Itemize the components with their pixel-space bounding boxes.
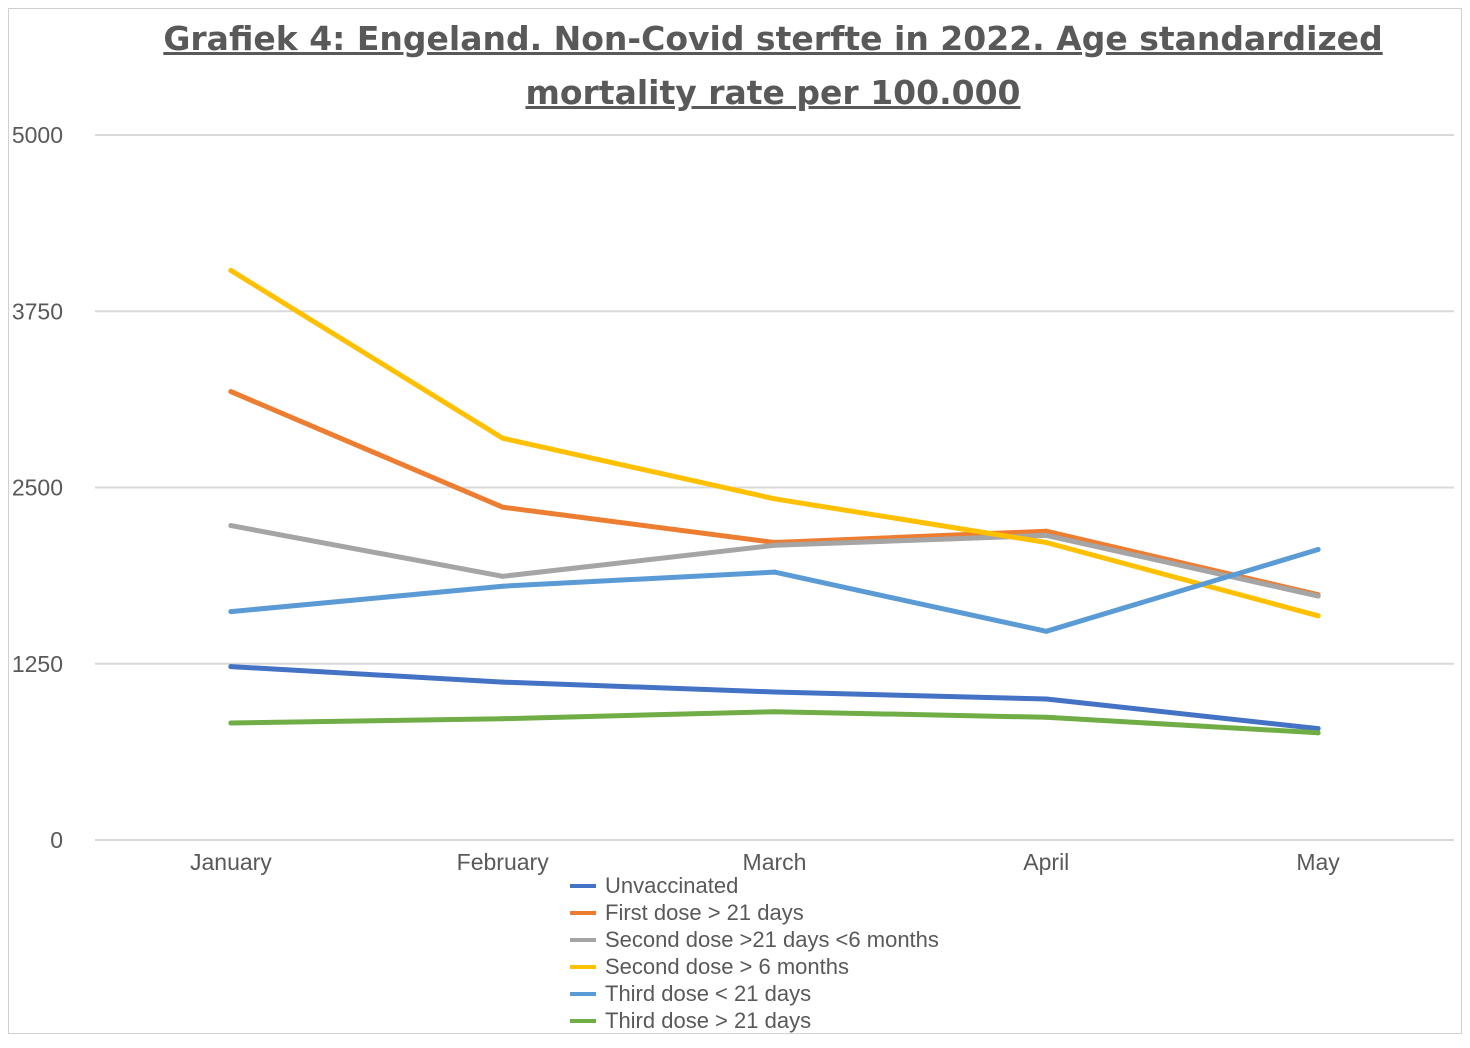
y-tick-label: 3750 bbox=[12, 298, 63, 324]
legend-item: First dose > 21 days bbox=[570, 899, 939, 926]
legend-item: Third dose < 21 days bbox=[570, 980, 939, 1007]
chart-title: Grafiek 4: Engeland. Non-Covid sterfte i… bbox=[163, 19, 1383, 112]
data-point bbox=[228, 389, 234, 395]
data-point bbox=[1043, 696, 1049, 702]
legend-label: Third dose > 21 days bbox=[605, 1007, 812, 1033]
x-tick-label: February bbox=[457, 849, 550, 875]
legend-item: Unvaccinated bbox=[570, 872, 939, 899]
data-point bbox=[1043, 528, 1049, 534]
data-point bbox=[1315, 547, 1321, 553]
data-point bbox=[772, 569, 777, 575]
data-point bbox=[1315, 730, 1321, 736]
data-point bbox=[500, 573, 506, 579]
data-point bbox=[1315, 613, 1321, 619]
data-point bbox=[1043, 539, 1049, 545]
series-line-4 bbox=[228, 267, 1321, 619]
x-tick-label: April bbox=[1023, 849, 1069, 875]
legend-item: Second dose > 6 months bbox=[570, 953, 939, 980]
data-point bbox=[500, 435, 506, 441]
chart-frame bbox=[8, 8, 1462, 1034]
legend-label: Unvaccinated bbox=[605, 872, 739, 898]
legend-swatch bbox=[570, 910, 596, 915]
x-tick-label: January bbox=[190, 849, 272, 875]
legend-label: Second dose > 6 months bbox=[605, 953, 849, 979]
legend-item: Third dose > 21 days bbox=[570, 1007, 939, 1034]
legend-swatch bbox=[570, 937, 596, 942]
data-point bbox=[772, 709, 777, 715]
x-tick-label: May bbox=[1296, 849, 1340, 875]
legend-label: Third dose < 21 days bbox=[605, 980, 812, 1006]
legend-label: First dose > 21 days bbox=[605, 899, 804, 925]
legend-item: Second dose >21 days <6 months bbox=[570, 926, 939, 953]
data-point bbox=[1043, 714, 1049, 720]
data-point bbox=[772, 496, 777, 502]
legend: Unvaccinated First dose > 21 days Second d… bbox=[570, 872, 939, 1034]
data-point bbox=[772, 542, 777, 548]
series-line-3 bbox=[228, 523, 1321, 599]
legend-swatch bbox=[570, 883, 596, 888]
y-tick-label: 1250 bbox=[12, 651, 63, 677]
data-point bbox=[228, 720, 234, 726]
legend-swatch bbox=[570, 991, 596, 996]
series-line-2 bbox=[228, 389, 1321, 598]
data-point bbox=[228, 267, 234, 273]
data-point bbox=[1315, 593, 1321, 599]
y-tick-label: 0 bbox=[50, 827, 63, 853]
data-point bbox=[1043, 532, 1049, 538]
data-point bbox=[228, 609, 234, 615]
y-tick-label: 5000 bbox=[12, 122, 63, 148]
data-point bbox=[228, 664, 234, 670]
data-point bbox=[500, 679, 506, 685]
series-line-6 bbox=[228, 709, 1321, 736]
data-point bbox=[500, 716, 506, 722]
x-tick-label: March bbox=[743, 849, 807, 875]
legend-label: Second dose >21 days <6 months bbox=[605, 926, 939, 952]
data-point bbox=[500, 504, 506, 510]
data-point bbox=[772, 689, 777, 695]
data-point bbox=[1043, 628, 1049, 634]
legend-swatch bbox=[570, 964, 596, 969]
data-point bbox=[228, 523, 234, 529]
data-point bbox=[1315, 726, 1321, 732]
data-point bbox=[500, 583, 506, 589]
legend-swatch bbox=[570, 1018, 596, 1023]
y-tick-label: 2500 bbox=[12, 475, 63, 501]
